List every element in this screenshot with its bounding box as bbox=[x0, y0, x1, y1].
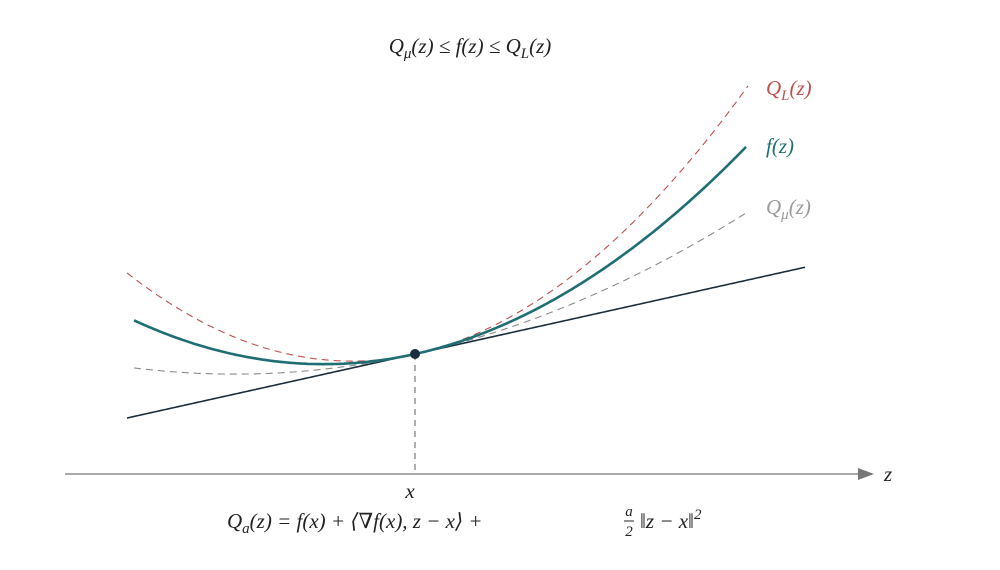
label-part: Q bbox=[766, 195, 781, 219]
function-curve bbox=[133, 145, 747, 366]
formula-norm: ‖z − x‖2 bbox=[640, 507, 702, 533]
title-sub: L bbox=[520, 46, 529, 62]
lower-bound bbox=[133, 212, 747, 375]
point-label: x bbox=[404, 479, 415, 503]
label-part: (z) bbox=[790, 76, 812, 100]
title-part: (z) bbox=[529, 34, 551, 58]
formula-sub: a bbox=[242, 521, 250, 537]
title-sub: μ bbox=[403, 46, 412, 62]
upper-label: QL(z) bbox=[766, 76, 812, 104]
label-sub: L bbox=[780, 88, 789, 104]
tangent-line bbox=[126, 266, 806, 419]
formula-sup: 2 bbox=[694, 507, 702, 523]
curves bbox=[126, 85, 806, 419]
upper-bound bbox=[126, 85, 749, 362]
formula-part: Q bbox=[227, 509, 242, 533]
axis-label: z bbox=[883, 462, 892, 486]
label-part: Q bbox=[766, 76, 781, 100]
axis-arrow bbox=[858, 468, 874, 480]
formula: Qa(z) = f(x) + ⟨∇f(x), z − x⟩ + a 2 ‖z −… bbox=[227, 504, 702, 540]
fraction-den: 2 bbox=[625, 524, 633, 540]
formula-part: ‖z − x‖ bbox=[640, 509, 694, 533]
label-part: (z) bbox=[789, 195, 811, 219]
fraction-num: a bbox=[625, 504, 633, 520]
title-part: Q bbox=[389, 34, 404, 58]
formula-part: (z) = f(x) + ⟨∇f(x), z − x⟩ + bbox=[250, 509, 483, 533]
label-sub: μ bbox=[780, 207, 789, 223]
title: Qμ(z) ≤ f(z) ≤ QL(z) bbox=[389, 34, 552, 62]
title-part: (z) ≤ f(z) ≤ Q bbox=[411, 34, 520, 58]
formula-main: Qa(z) = f(x) + ⟨∇f(x), z − x⟩ + bbox=[227, 509, 483, 537]
function-label: f(z) bbox=[766, 134, 794, 158]
lower-label: Qμ(z) bbox=[766, 195, 811, 223]
tangent-point bbox=[410, 349, 420, 359]
